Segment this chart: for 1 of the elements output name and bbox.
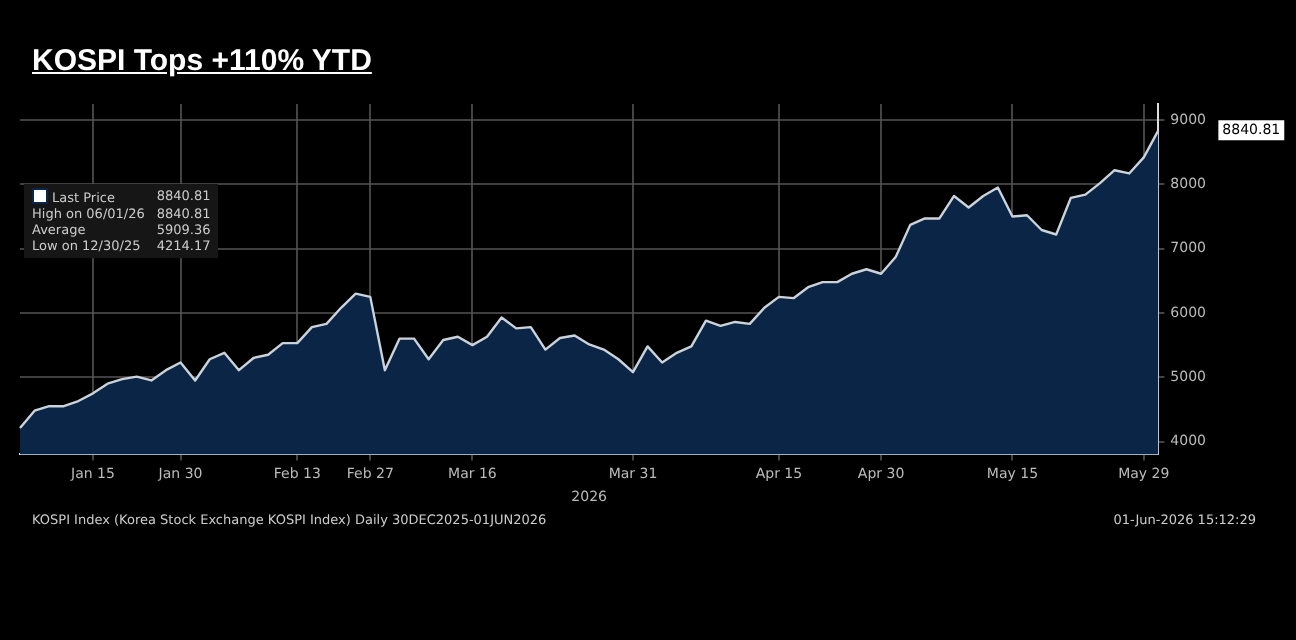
chart-title: KOSPI Tops +110% YTD xyxy=(32,44,372,78)
